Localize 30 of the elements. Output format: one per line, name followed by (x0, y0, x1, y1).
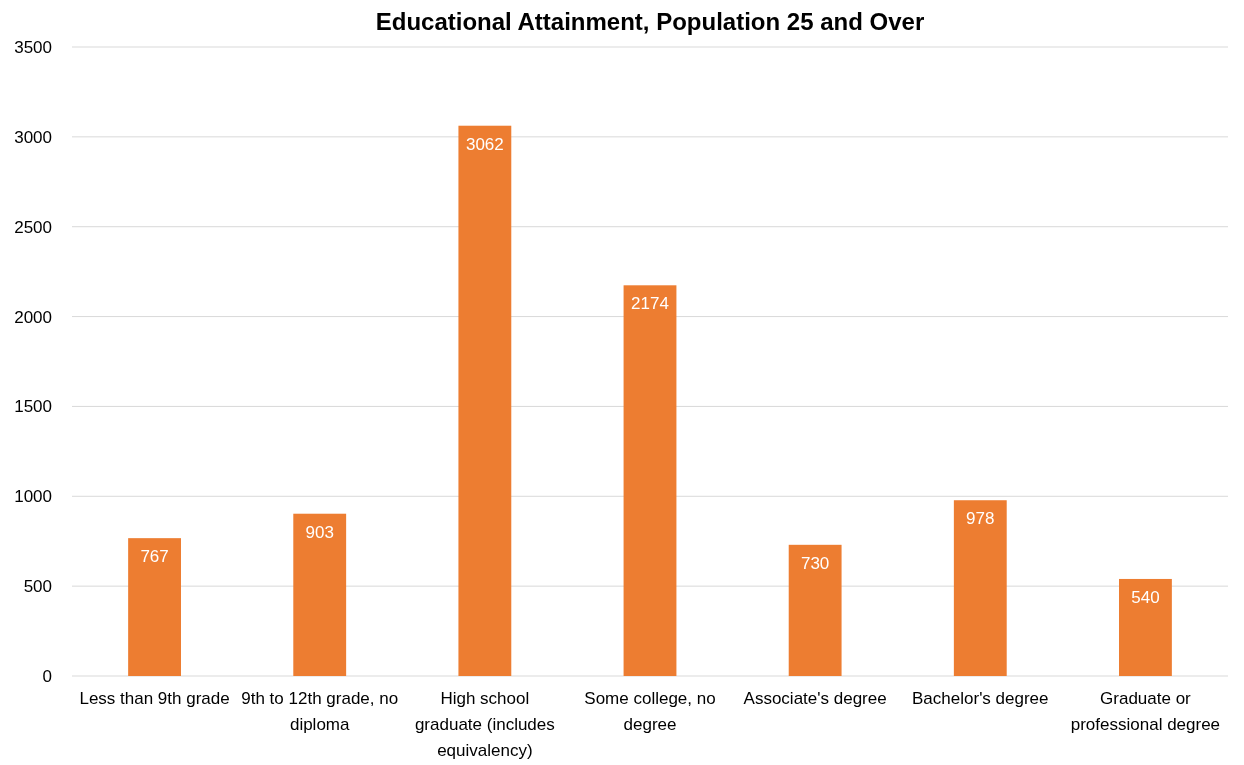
data-label: 3062 (465, 134, 504, 154)
bar (1119, 578, 1172, 676)
y-tick-label: 3500 (14, 37, 52, 57)
y-tick-label: 500 (23, 577, 52, 597)
bar (128, 538, 181, 676)
x-tick-label: Bachelor's degree (912, 689, 1049, 708)
y-tick-label: 2500 (14, 217, 52, 237)
x-tick-label: Less than 9th grade (79, 689, 230, 708)
data-label: 2174 (631, 294, 669, 314)
y-tick-label: 1000 (14, 487, 52, 507)
chart-title: Educational Attainment, Population 25 and Over (375, 8, 925, 35)
x-tick-label: Some college, no degree (584, 689, 716, 734)
data-label: 730 (800, 553, 830, 573)
y-tick-label: 0 (42, 666, 52, 686)
data-label: 540 (1131, 587, 1160, 607)
bar (293, 513, 347, 676)
y-tick-label: 1500 (14, 397, 52, 417)
data-label: 903 (305, 522, 334, 542)
y-tick-label: 3000 (14, 127, 52, 147)
bar (788, 544, 842, 676)
x-tick-label: Associate's degree (743, 689, 887, 708)
bar (623, 285, 677, 676)
bar (953, 500, 1007, 676)
x-tick-label: Graduate or professional degree (1070, 689, 1221, 734)
data-label: 767 (140, 547, 169, 567)
data-label: 978 (966, 509, 995, 529)
y-tick-label: 2000 (14, 307, 52, 327)
bar (458, 125, 512, 676)
x-tick-label: 9th to 12th grade, no diploma (241, 689, 399, 734)
x-tick-label: High school graduate (includes equivalency) (414, 689, 555, 760)
